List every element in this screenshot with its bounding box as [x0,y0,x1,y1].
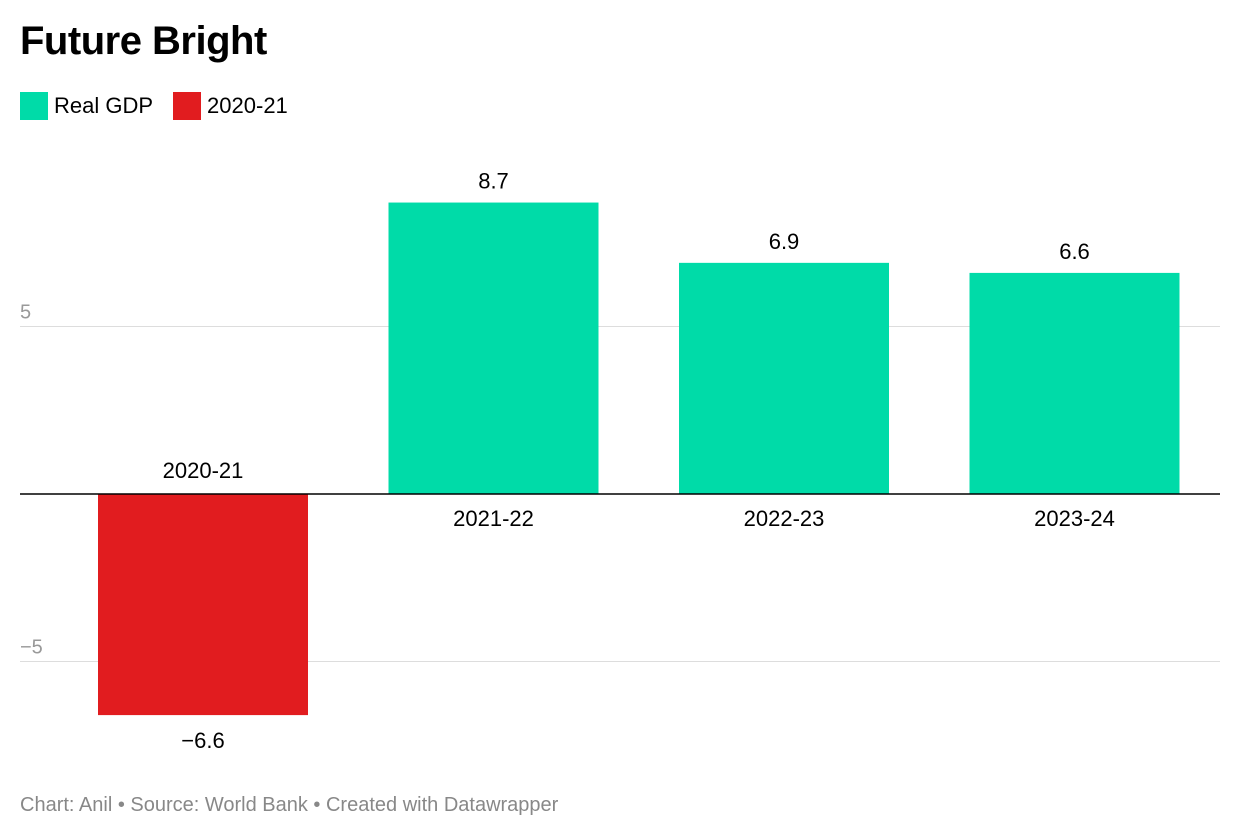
value-label: 6.6 [1059,239,1090,264]
chart-title: Future Bright [20,19,267,63]
chart-footer: Chart: Anil • Source: World Bank • Creat… [20,794,559,816]
legend-label-real-gdp: Real GDP [54,93,154,118]
y-tick-label: −5 [20,637,43,659]
bar [388,202,599,495]
value-label: 8.7 [478,169,509,194]
category-label: 2021-22 [453,506,534,531]
legend: Real GDP 2020-21 [20,92,308,120]
bar [969,272,1180,494]
category-label: 2023-24 [1034,506,1115,531]
bar [679,262,889,494]
value-label: 6.9 [769,229,800,254]
y-tick-label: 5 [20,302,31,324]
legend-item-real-gdp: Real GDP [20,92,153,120]
value-label: −6.6 [181,728,224,753]
bar [98,494,308,716]
legend-swatch-real-gdp [20,92,48,120]
legend-label-2020-21: 2020-21 [207,93,288,118]
category-label: 2022-23 [744,506,825,531]
category-label: 2020-21 [163,458,244,483]
legend-item-2020-21: 2020-21 [173,92,288,120]
legend-swatch-2020-21 [173,92,202,120]
